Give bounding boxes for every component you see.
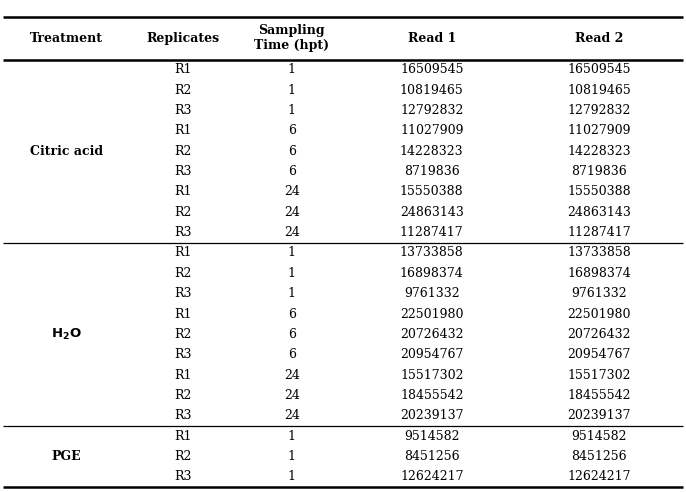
Text: 11027909: 11027909 [567, 124, 630, 137]
Text: 8719836: 8719836 [571, 165, 627, 178]
Text: 14228323: 14228323 [400, 145, 464, 157]
Text: R2: R2 [174, 328, 191, 341]
Text: R1: R1 [174, 246, 191, 259]
Text: 10819465: 10819465 [400, 84, 464, 96]
Text: 24: 24 [284, 409, 300, 422]
Text: R2: R2 [174, 84, 191, 96]
Text: 15550388: 15550388 [567, 185, 630, 198]
Text: R2: R2 [174, 267, 191, 280]
Text: 18455542: 18455542 [567, 389, 630, 402]
Text: 20726432: 20726432 [400, 328, 464, 341]
Text: 9514582: 9514582 [571, 430, 627, 443]
Text: 8719836: 8719836 [404, 165, 460, 178]
Text: 18455542: 18455542 [400, 389, 464, 402]
Text: 20726432: 20726432 [567, 328, 630, 341]
Text: R1: R1 [174, 185, 191, 198]
Text: R3: R3 [174, 226, 191, 239]
Text: 15517302: 15517302 [400, 369, 464, 382]
Text: 1: 1 [288, 470, 296, 484]
Text: 16898374: 16898374 [567, 267, 631, 280]
Text: 11287417: 11287417 [400, 226, 464, 239]
Text: 16509545: 16509545 [567, 63, 630, 76]
Text: PGE: PGE [51, 450, 82, 463]
Text: 20239137: 20239137 [400, 409, 464, 422]
Text: 15517302: 15517302 [567, 369, 630, 382]
Text: 24: 24 [284, 389, 300, 402]
Text: 13733858: 13733858 [567, 246, 631, 259]
Text: 22501980: 22501980 [400, 308, 464, 320]
Text: R2: R2 [174, 450, 191, 463]
Text: R1: R1 [174, 308, 191, 320]
Text: 1: 1 [288, 246, 296, 259]
Text: 8451256: 8451256 [571, 450, 627, 463]
Text: 16898374: 16898374 [400, 267, 464, 280]
Text: 11027909: 11027909 [400, 124, 464, 137]
Text: R1: R1 [174, 369, 191, 382]
Text: 6: 6 [288, 328, 296, 341]
Text: 12792832: 12792832 [400, 104, 464, 117]
Text: 24863143: 24863143 [400, 206, 464, 219]
Text: 22501980: 22501980 [567, 308, 630, 320]
Text: 13733858: 13733858 [400, 246, 464, 259]
Text: 6: 6 [288, 308, 296, 320]
Text: 24: 24 [284, 226, 300, 239]
Text: R3: R3 [174, 409, 191, 422]
Text: Read 2: Read 2 [575, 32, 623, 45]
Text: R2: R2 [174, 145, 191, 157]
Text: 6: 6 [288, 165, 296, 178]
Text: R2: R2 [174, 389, 191, 402]
Text: 10819465: 10819465 [567, 84, 631, 96]
Text: R1: R1 [174, 430, 191, 443]
Text: 9514582: 9514582 [404, 430, 460, 443]
Text: 24: 24 [284, 206, 300, 219]
Text: Replicates: Replicates [146, 32, 219, 45]
Text: R2: R2 [174, 206, 191, 219]
Text: 1: 1 [288, 450, 296, 463]
Text: 20954767: 20954767 [400, 348, 464, 361]
Text: R3: R3 [174, 165, 191, 178]
Text: Treatment: Treatment [30, 32, 103, 45]
Text: 20239137: 20239137 [567, 409, 630, 422]
Text: 16509545: 16509545 [400, 63, 464, 76]
Text: 6: 6 [288, 348, 296, 361]
Text: 6: 6 [288, 124, 296, 137]
Text: 9761332: 9761332 [571, 287, 627, 300]
Text: 11287417: 11287417 [567, 226, 630, 239]
Text: 24: 24 [284, 369, 300, 382]
Text: 24863143: 24863143 [567, 206, 631, 219]
Text: Read 1: Read 1 [407, 32, 456, 45]
Text: R3: R3 [174, 287, 191, 300]
Text: 12624217: 12624217 [400, 470, 464, 484]
Text: 1: 1 [288, 287, 296, 300]
Text: R1: R1 [174, 63, 191, 76]
Text: 12624217: 12624217 [567, 470, 630, 484]
Text: 1: 1 [288, 430, 296, 443]
Text: 1: 1 [288, 84, 296, 96]
Text: R1: R1 [174, 124, 191, 137]
Text: 15550388: 15550388 [400, 185, 464, 198]
Text: Citric acid: Citric acid [30, 145, 103, 157]
Text: 1: 1 [288, 63, 296, 76]
Text: 24: 24 [284, 185, 300, 198]
Text: 8451256: 8451256 [404, 450, 460, 463]
Text: 20954767: 20954767 [567, 348, 630, 361]
Text: 9761332: 9761332 [404, 287, 460, 300]
Text: 1: 1 [288, 267, 296, 280]
Text: 1: 1 [288, 104, 296, 117]
Text: R3: R3 [174, 470, 191, 484]
Text: 14228323: 14228323 [567, 145, 630, 157]
Text: Sampling
Time (hpt): Sampling Time (hpt) [255, 25, 329, 52]
Text: 6: 6 [288, 145, 296, 157]
Text: R3: R3 [174, 348, 191, 361]
Text: 12792832: 12792832 [567, 104, 630, 117]
Text: R3: R3 [174, 104, 191, 117]
Text: $\mathbf{H_2O}$: $\mathbf{H_2O}$ [51, 327, 82, 342]
